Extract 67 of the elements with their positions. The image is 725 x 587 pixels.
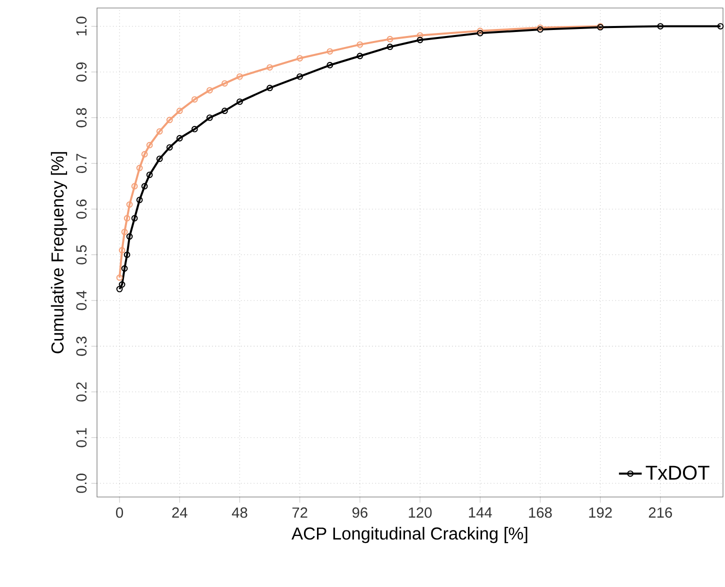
point <box>222 80 228 87</box>
point <box>266 84 273 92</box>
x-tick-label: 216 <box>648 507 672 518</box>
point <box>296 73 304 80</box>
point <box>657 23 664 30</box>
point <box>131 183 138 190</box>
x-tick-label: 24 <box>172 507 188 518</box>
point <box>136 164 143 172</box>
y-tick-label: 0.4 <box>76 290 87 310</box>
point <box>386 44 394 50</box>
point <box>266 64 273 71</box>
point <box>124 215 130 222</box>
point <box>356 41 364 48</box>
point <box>121 228 128 236</box>
point <box>206 87 213 94</box>
point <box>166 116 173 124</box>
point <box>126 233 133 240</box>
point <box>121 265 128 272</box>
point <box>296 55 304 62</box>
y-tick-label: 0.2 <box>76 382 87 402</box>
point <box>416 36 424 44</box>
y-tick-label: 0.9 <box>76 62 87 82</box>
point <box>326 62 334 68</box>
point <box>386 36 394 42</box>
x-tick-label: 192 <box>589 507 612 518</box>
point <box>166 144 173 151</box>
x-tick-label: 120 <box>408 507 432 518</box>
point <box>146 142 153 148</box>
point <box>146 172 153 178</box>
point <box>118 247 126 254</box>
point <box>156 128 163 135</box>
point <box>326 48 334 55</box>
x-tick-label: 72 <box>292 507 308 518</box>
legend-label: TxDOT <box>646 466 710 480</box>
point <box>118 281 126 288</box>
y-tick-label: 0.3 <box>76 336 87 356</box>
y-axis-title: Cumulative Frequency [%] <box>50 152 68 354</box>
x-axis-title: ACP Longitudinal Cracking [%] <box>292 526 528 544</box>
x-tick-label: 96 <box>352 507 368 518</box>
point <box>176 108 183 114</box>
x-tick-label: 0 <box>116 507 124 518</box>
point <box>191 96 198 103</box>
y-tick-label: 0.0 <box>76 474 87 493</box>
point <box>126 201 133 208</box>
point <box>416 32 424 39</box>
point <box>222 108 228 114</box>
point <box>131 215 138 222</box>
point <box>191 126 198 132</box>
y-tick-label: 0.6 <box>76 200 87 219</box>
point <box>236 98 243 105</box>
y-tick-label: 0.7 <box>76 154 87 174</box>
y-tick-label: 0.8 <box>76 108 87 128</box>
point <box>356 52 364 60</box>
y-tick-label: 0.5 <box>76 245 87 264</box>
point <box>156 156 163 162</box>
point <box>206 114 213 121</box>
x-tick-label: 168 <box>529 507 552 518</box>
point <box>141 183 148 190</box>
point <box>176 135 183 142</box>
x-tick-label: 48 <box>232 507 248 518</box>
point <box>236 73 243 80</box>
y-tick-label: 0.1 <box>76 428 87 448</box>
point <box>141 151 148 158</box>
y-tick-label: 1.0 <box>76 16 87 36</box>
point <box>136 196 143 204</box>
x-tick-label: 144 <box>468 507 492 518</box>
point <box>124 252 130 258</box>
